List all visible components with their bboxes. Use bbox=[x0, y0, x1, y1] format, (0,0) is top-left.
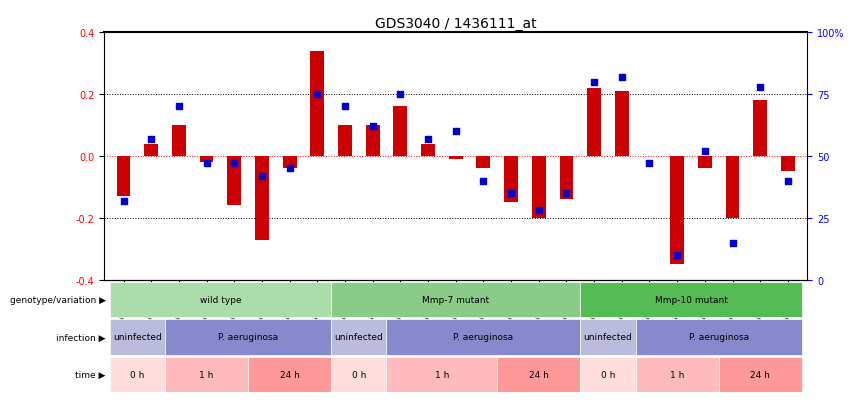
Text: uninfected: uninfected bbox=[583, 332, 632, 342]
FancyBboxPatch shape bbox=[581, 319, 635, 355]
Point bbox=[172, 104, 186, 110]
Bar bbox=[255, 157, 269, 240]
Bar bbox=[560, 157, 574, 200]
Point bbox=[670, 252, 684, 259]
FancyBboxPatch shape bbox=[109, 282, 331, 318]
FancyBboxPatch shape bbox=[165, 319, 331, 355]
Text: 1 h: 1 h bbox=[200, 370, 214, 379]
FancyBboxPatch shape bbox=[581, 282, 802, 318]
FancyBboxPatch shape bbox=[386, 357, 497, 392]
Bar bbox=[365, 126, 379, 157]
Bar bbox=[587, 89, 601, 157]
FancyBboxPatch shape bbox=[497, 357, 581, 392]
Bar bbox=[283, 157, 297, 169]
Bar bbox=[421, 144, 435, 157]
Bar bbox=[615, 92, 628, 157]
Text: 1 h: 1 h bbox=[435, 370, 449, 379]
Text: Mmp-10 mutant: Mmp-10 mutant bbox=[654, 295, 727, 304]
Point bbox=[255, 173, 269, 180]
Point bbox=[200, 161, 214, 167]
Text: infection ▶: infection ▶ bbox=[56, 333, 106, 342]
Point bbox=[698, 148, 712, 155]
Bar bbox=[532, 157, 546, 218]
FancyBboxPatch shape bbox=[331, 319, 386, 355]
Bar bbox=[726, 157, 740, 218]
Text: wild type: wild type bbox=[200, 295, 241, 304]
Point bbox=[227, 161, 241, 167]
Bar bbox=[227, 157, 241, 206]
Text: uninfected: uninfected bbox=[334, 332, 383, 342]
Bar bbox=[172, 126, 186, 157]
Text: time ▶: time ▶ bbox=[76, 370, 106, 379]
Text: 24 h: 24 h bbox=[279, 370, 299, 379]
FancyBboxPatch shape bbox=[635, 357, 719, 392]
FancyBboxPatch shape bbox=[109, 357, 165, 392]
FancyBboxPatch shape bbox=[386, 319, 581, 355]
Bar bbox=[338, 126, 352, 157]
FancyBboxPatch shape bbox=[581, 357, 635, 392]
Point bbox=[283, 166, 297, 172]
Text: P. aeruginosa: P. aeruginosa bbox=[688, 332, 749, 342]
Point bbox=[116, 198, 130, 204]
Text: 0 h: 0 h bbox=[130, 370, 145, 379]
FancyBboxPatch shape bbox=[635, 319, 802, 355]
Text: 0 h: 0 h bbox=[352, 370, 366, 379]
Bar bbox=[393, 107, 407, 157]
Point bbox=[449, 128, 463, 135]
Title: GDS3040 / 1436111_at: GDS3040 / 1436111_at bbox=[375, 17, 536, 31]
Point bbox=[560, 190, 574, 197]
Point bbox=[365, 123, 379, 130]
Point bbox=[753, 84, 767, 91]
Point bbox=[393, 92, 407, 98]
Bar bbox=[477, 157, 490, 169]
Text: 0 h: 0 h bbox=[601, 370, 615, 379]
FancyBboxPatch shape bbox=[331, 357, 386, 392]
Point bbox=[144, 136, 158, 142]
Bar bbox=[781, 157, 795, 172]
Bar bbox=[144, 144, 158, 157]
FancyBboxPatch shape bbox=[331, 282, 581, 318]
Point bbox=[781, 178, 795, 185]
Point bbox=[477, 178, 490, 185]
FancyBboxPatch shape bbox=[109, 319, 165, 355]
Bar bbox=[116, 157, 130, 197]
Bar bbox=[311, 52, 325, 157]
Text: genotype/variation ▶: genotype/variation ▶ bbox=[10, 295, 106, 304]
Text: P. aeruginosa: P. aeruginosa bbox=[453, 332, 514, 342]
Text: 24 h: 24 h bbox=[750, 370, 770, 379]
Text: 1 h: 1 h bbox=[670, 370, 684, 379]
Text: Mmp-7 mutant: Mmp-7 mutant bbox=[422, 295, 490, 304]
Bar bbox=[200, 157, 214, 163]
Point bbox=[421, 136, 435, 142]
Point bbox=[311, 92, 325, 98]
Point bbox=[504, 190, 518, 197]
Point bbox=[338, 104, 352, 110]
Bar bbox=[698, 157, 712, 169]
Bar bbox=[504, 157, 518, 203]
Bar bbox=[670, 157, 684, 265]
Bar bbox=[753, 101, 767, 157]
Point bbox=[642, 161, 656, 167]
Point bbox=[532, 208, 546, 214]
Text: uninfected: uninfected bbox=[113, 332, 161, 342]
FancyBboxPatch shape bbox=[165, 357, 248, 392]
Point bbox=[587, 79, 601, 86]
Point bbox=[726, 240, 740, 246]
Text: 24 h: 24 h bbox=[529, 370, 549, 379]
Point bbox=[615, 74, 628, 81]
FancyBboxPatch shape bbox=[248, 357, 331, 392]
Text: P. aeruginosa: P. aeruginosa bbox=[218, 332, 278, 342]
FancyBboxPatch shape bbox=[719, 357, 802, 392]
Bar bbox=[449, 157, 463, 160]
